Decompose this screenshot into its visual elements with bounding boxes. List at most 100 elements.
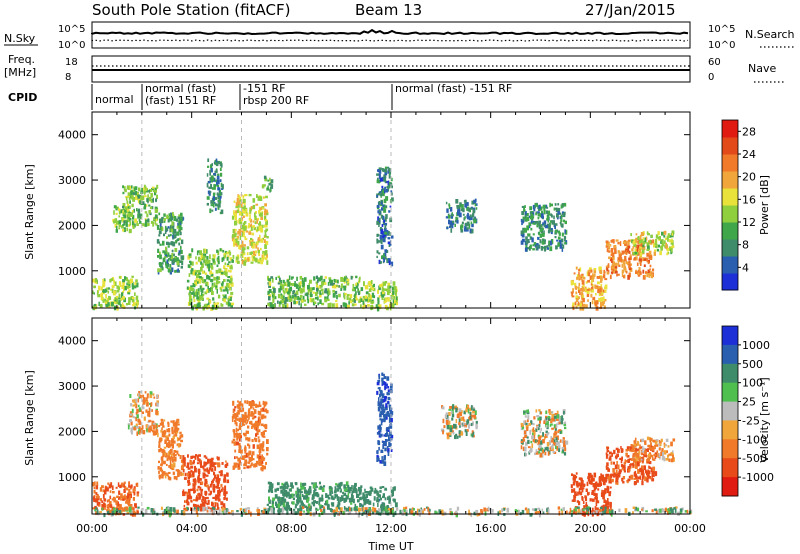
- velocity-data-layer: [92, 318, 693, 518]
- data-cell: [269, 304, 272, 307]
- data-cell: [647, 240, 651, 245]
- data-cell: [222, 249, 225, 253]
- data-cell: [229, 280, 232, 284]
- data-cell: [448, 408, 451, 411]
- data-cell: [368, 283, 372, 287]
- data-cell: [373, 496, 376, 501]
- data-cell: [92, 482, 95, 487]
- data-cell: [162, 460, 166, 465]
- data-cell: [235, 228, 237, 232]
- data-cell: [465, 222, 468, 227]
- data-cell: [538, 224, 542, 229]
- data-cell: [377, 192, 381, 196]
- data-cell: [148, 407, 151, 413]
- data-cell: [254, 415, 257, 418]
- data-cell: [223, 298, 226, 303]
- data-cell: [543, 449, 545, 453]
- data-cell: [644, 257, 648, 261]
- data-cell: [301, 491, 303, 494]
- data-cell: [640, 234, 644, 237]
- data-cell: [276, 487, 280, 491]
- data-cell: [187, 467, 191, 470]
- data-cell: [212, 202, 215, 208]
- data-cell: [123, 488, 126, 493]
- data-cell: [524, 452, 527, 457]
- data-cell: [385, 414, 389, 417]
- data-cell: [124, 494, 126, 499]
- data-cell: [393, 295, 396, 300]
- data-cell: [570, 484, 573, 488]
- beam-title: Beam 13: [355, 1, 422, 19]
- data-cell: [526, 436, 529, 439]
- data-cell: [583, 505, 586, 510]
- data-cell: [226, 265, 229, 268]
- data-cell: [121, 291, 125, 294]
- data-cell: [220, 209, 224, 214]
- data-cell: [663, 230, 667, 235]
- data-cell: [136, 208, 138, 212]
- data-cell: [340, 481, 343, 486]
- data-cell: [224, 485, 227, 491]
- data-cell: [287, 483, 289, 487]
- data-cell: [377, 379, 381, 383]
- data-cell: [297, 491, 300, 497]
- data-cell: [542, 432, 544, 437]
- data-cell: [262, 441, 265, 446]
- data-cell: [616, 273, 618, 277]
- data-cell: [575, 266, 578, 270]
- data-cell: [175, 240, 178, 244]
- data-cell: [174, 456, 177, 461]
- data-cell: [581, 280, 585, 285]
- data-cell: [122, 205, 125, 209]
- data-cell: [378, 210, 381, 213]
- data-cell: [266, 223, 268, 228]
- data-cell: [531, 428, 534, 432]
- data-cell: [180, 227, 183, 231]
- data-cell: [235, 427, 238, 433]
- data-cell: [636, 252, 639, 255]
- data-cell: [126, 282, 128, 286]
- data-cell: [603, 305, 606, 309]
- data-cell: [524, 214, 527, 220]
- data-cell: [464, 202, 467, 208]
- data-cell: [199, 486, 202, 491]
- data-cell: [189, 287, 193, 292]
- data-cell: [290, 482, 293, 488]
- data-cell: [324, 288, 328, 293]
- data-cell: [559, 420, 562, 423]
- data-cell: [462, 416, 465, 421]
- data-cell: [122, 210, 125, 214]
- data-cell: [183, 504, 186, 508]
- data-cell: [456, 205, 460, 208]
- data-cell: [524, 434, 528, 438]
- data-cell: [465, 201, 468, 205]
- data-cell: [217, 250, 220, 256]
- data-cell: [206, 484, 209, 488]
- data-cell: [658, 236, 661, 240]
- data-cell: [541, 453, 544, 458]
- data-cell: [602, 492, 606, 496]
- data-cell: [381, 185, 384, 189]
- data-cell: [353, 485, 357, 490]
- data-cell: [193, 485, 196, 491]
- data-cell: [141, 188, 143, 192]
- data-cell: [252, 444, 255, 449]
- data-cell: [92, 278, 95, 283]
- data-cell: [469, 207, 472, 210]
- data-cell: [610, 239, 613, 243]
- data-cell: [203, 504, 206, 509]
- data-cell: [367, 491, 370, 494]
- data-cell: [332, 282, 335, 286]
- data-cell: [188, 495, 192, 500]
- data-cell: [135, 279, 138, 283]
- data-cell: [383, 373, 385, 377]
- data-cell: [546, 424, 549, 427]
- data-cell: [549, 202, 551, 208]
- data-cell: [383, 441, 386, 445]
- data-cell: [455, 407, 458, 413]
- data-cell: [202, 465, 205, 470]
- freq-right-tick-bottom: 0: [708, 72, 714, 83]
- data-cell: [187, 494, 190, 500]
- data-cell: [614, 249, 617, 254]
